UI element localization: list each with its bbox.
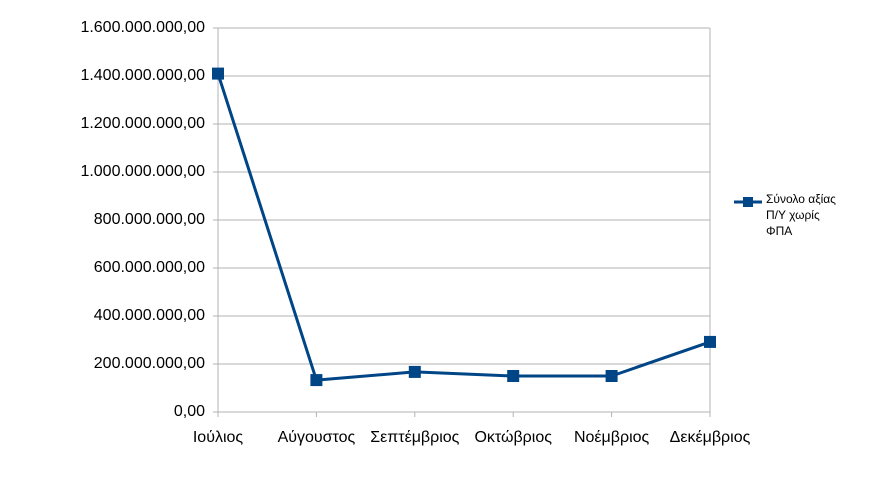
y-tick-label: 0,00 [174, 403, 205, 420]
legend-swatch-marker [743, 197, 753, 207]
x-tick-label: Νοέμβριος [574, 429, 650, 446]
data-point [408, 365, 421, 378]
x-tick-label: Δεκέμβριος [670, 429, 751, 446]
x-tick-label: Αύγουστος [278, 429, 356, 446]
series-line [216, 73, 711, 382]
y-tick-label: 1.200.000.000,00 [80, 115, 205, 132]
y-tick-label: 600.000.000,00 [94, 259, 205, 276]
y-tick-label: 1.400.000.000,00 [80, 67, 205, 84]
y-tick-label: 200.000.000,00 [94, 355, 205, 372]
y-tick-label: 800.000.000,00 [94, 211, 205, 228]
legend-label: Σύνολο αξίας Π/Υ χωρίς ΦΠΑ [766, 192, 836, 238]
x-tick-label: Ιούλιος [193, 429, 244, 446]
y-tick-label: 1.600.000.000,00 [80, 19, 205, 36]
y-tick-label: 400.000.000,00 [94, 307, 205, 324]
y-tick-label: 1.000.000.000,00 [80, 163, 205, 180]
x-tick-label: Οκτώβριος [474, 429, 552, 446]
data-point [507, 370, 520, 382]
data-point [212, 67, 224, 80]
data-point [310, 374, 323, 387]
x-tick-label: Σεπτέμβριος [370, 429, 459, 446]
data-point [605, 370, 618, 382]
data-point [704, 335, 716, 348]
